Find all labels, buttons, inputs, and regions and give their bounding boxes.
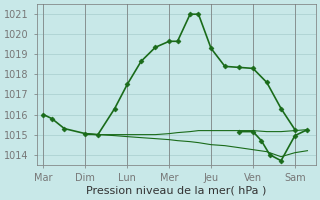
X-axis label: Pression niveau de la mer( hPa ): Pression niveau de la mer( hPa )	[86, 186, 267, 196]
